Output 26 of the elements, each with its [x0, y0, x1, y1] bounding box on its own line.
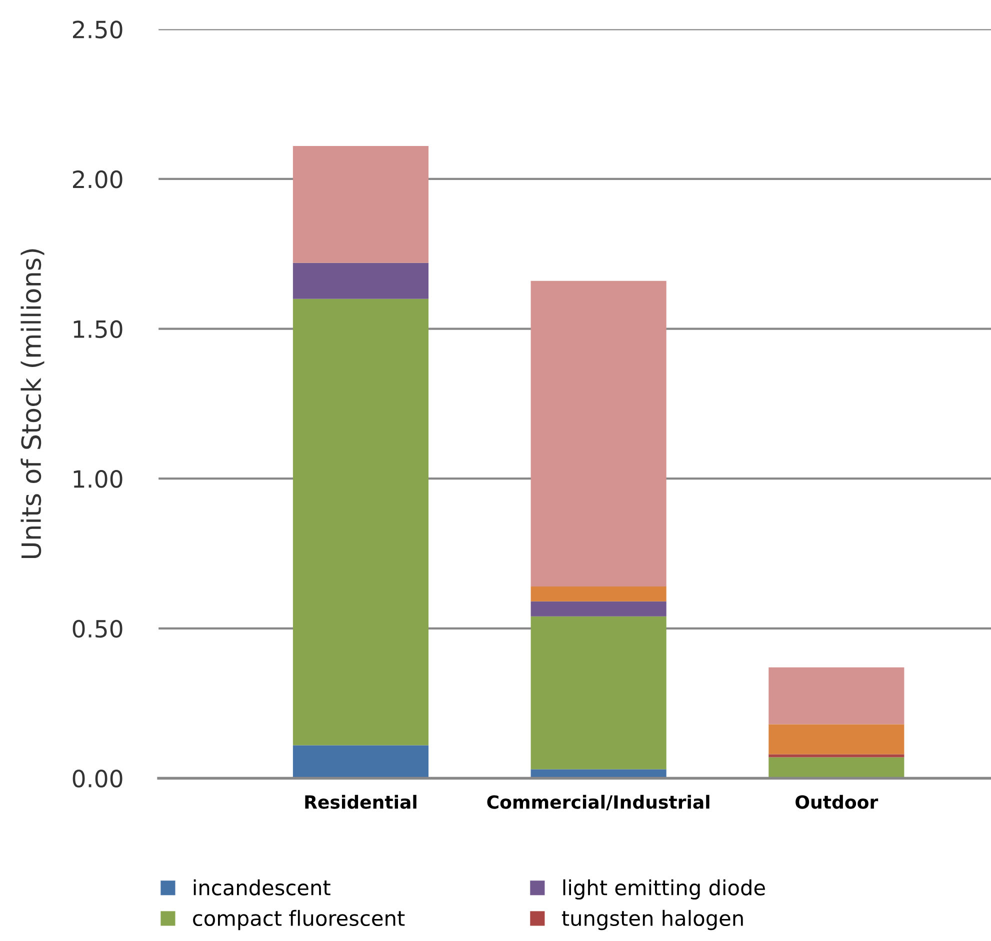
x-tick-label: Commercial/Industrial	[487, 794, 710, 810]
bar	[292, 298, 429, 746]
bar	[292, 745, 429, 778]
bar	[768, 667, 904, 724]
y-tick-label: 2.00	[72, 170, 122, 188]
y-tick-label: 2.50	[72, 20, 122, 38]
bar	[530, 601, 666, 616]
y-tick-label: 1.00	[74, 470, 122, 488]
y-tick-label: 0.50	[72, 620, 122, 638]
bar	[530, 586, 666, 602]
x-tick-label: Residential	[305, 794, 416, 809]
legend-label: tungsten halogen	[562, 910, 743, 930]
bar	[292, 262, 429, 299]
bar	[530, 616, 666, 770]
bar	[768, 757, 904, 778]
legend-label: compact fluorescent	[193, 910, 405, 930]
bar	[292, 146, 429, 263]
y-axis-title: Units of Stock (millions)	[20, 249, 44, 558]
x-tick-label: Outdoor	[796, 794, 878, 809]
legend-label: incandescent	[194, 879, 330, 896]
y-tick-label: 1.50	[74, 320, 122, 338]
bar	[768, 754, 904, 758]
legend-label: light emitting diode	[563, 879, 765, 900]
bar	[530, 280, 666, 586]
y-tick-label: 0.00	[72, 770, 122, 788]
bar	[768, 724, 904, 754]
